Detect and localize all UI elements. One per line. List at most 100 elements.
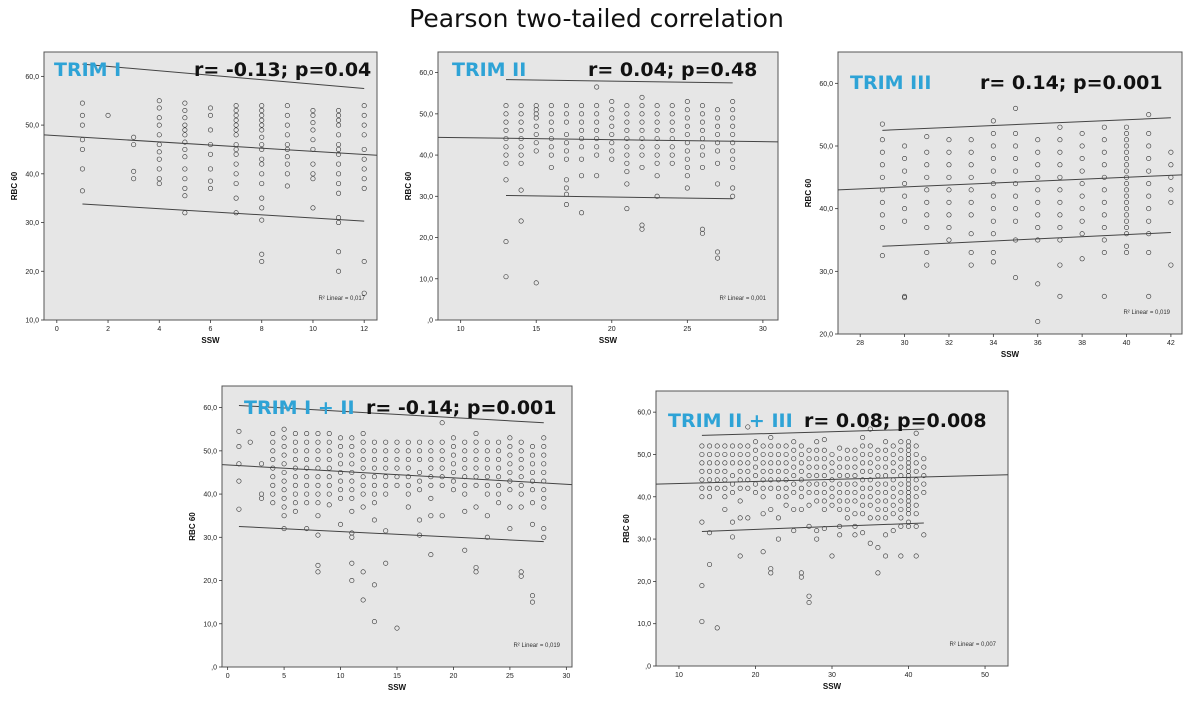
x-tick-label: 50 <box>981 672 989 679</box>
data-point <box>798 451 804 457</box>
data-point <box>946 162 952 168</box>
data-point <box>417 456 423 462</box>
data-point <box>1124 137 1130 143</box>
data-point <box>270 474 276 480</box>
y-tick-label: 10,0 <box>419 276 433 283</box>
data-point <box>639 136 645 142</box>
data-point <box>518 218 524 224</box>
data-point <box>844 447 850 453</box>
data-point <box>1124 199 1130 205</box>
data-point <box>837 481 843 487</box>
data-point <box>284 112 290 118</box>
data-point <box>890 511 896 517</box>
data-point <box>361 146 367 152</box>
data-point <box>310 171 316 177</box>
data-point <box>394 625 400 631</box>
data-point <box>730 156 736 162</box>
y-tick-label: 30,0 <box>203 535 217 542</box>
data-point <box>284 122 290 128</box>
data-point <box>1124 193 1130 199</box>
data-point <box>730 131 736 137</box>
data-point <box>405 474 411 480</box>
data-point <box>156 156 162 162</box>
data-point <box>518 187 524 193</box>
data-point <box>579 103 585 109</box>
y-tick-label: 20,0 <box>819 332 833 339</box>
chart-panel-trim-i: 10,0 20,0 30,0 40,0 50,0 60,0 0 2 4 6 8 10 12 SSW RBC … <box>6 50 381 350</box>
data-point <box>259 142 265 148</box>
data-point <box>304 482 310 488</box>
data-point <box>533 115 539 121</box>
data-point <box>439 456 445 462</box>
data-point <box>921 481 927 487</box>
data-point <box>579 127 585 133</box>
data-point <box>259 117 265 123</box>
data-point <box>304 456 310 462</box>
data-point <box>259 181 265 187</box>
data-point <box>714 468 720 474</box>
data-point <box>867 494 873 500</box>
data-point <box>236 478 242 484</box>
data-point <box>361 185 367 191</box>
data-point <box>1101 149 1107 155</box>
data-point <box>699 477 705 483</box>
data-point <box>541 495 547 501</box>
data-point <box>1079 156 1085 162</box>
data-point <box>450 435 456 441</box>
data-point <box>462 465 468 471</box>
plot-area <box>437 51 779 321</box>
data-point <box>304 465 310 471</box>
data-point <box>1035 174 1041 180</box>
lower-interval-line <box>238 526 544 543</box>
correlation-stat: r= 0.08; p=0.008 <box>804 410 987 432</box>
data-point <box>669 119 675 125</box>
data-point <box>394 482 400 488</box>
data-point <box>875 481 881 487</box>
data-point <box>473 456 479 462</box>
data-point <box>361 122 367 128</box>
r2-linear-label: R² Linear = 0,001 <box>719 296 766 302</box>
data-point <box>529 599 535 605</box>
data-point <box>760 494 766 500</box>
y-tick-label: 40,0 <box>25 171 39 178</box>
data-point <box>496 456 502 462</box>
data-point <box>439 420 445 426</box>
x-tick-label: 25 <box>506 673 514 680</box>
data-point <box>990 250 996 256</box>
data-point <box>906 523 912 529</box>
data-point <box>428 448 434 454</box>
data-point <box>1057 137 1063 143</box>
data-point <box>1124 231 1130 237</box>
data-point <box>548 144 554 150</box>
data-point <box>450 478 456 484</box>
data-point <box>310 107 316 113</box>
data-point <box>860 435 866 441</box>
data-point <box>315 439 321 445</box>
data-point <box>507 526 513 532</box>
plot-area <box>837 51 1183 335</box>
data-layer <box>656 424 1008 631</box>
data-point <box>484 491 490 497</box>
data-point <box>814 536 820 542</box>
data-point <box>783 451 789 457</box>
x-tick-label: 28 <box>856 340 864 347</box>
data-point <box>156 98 162 104</box>
data-point <box>913 468 919 474</box>
data-point <box>484 513 490 519</box>
data-point <box>529 452 535 458</box>
data-point <box>208 178 214 184</box>
data-point <box>507 435 513 441</box>
data-point <box>284 171 290 177</box>
data-point <box>814 447 820 453</box>
data-point <box>315 569 321 575</box>
data-point <box>898 439 904 445</box>
data-point <box>450 487 456 493</box>
r2-linear-label: R² Linear = 0,007 <box>949 642 996 648</box>
data-point <box>548 111 554 117</box>
data-point <box>563 140 569 146</box>
data-point <box>281 426 287 432</box>
data-point <box>473 465 479 471</box>
data-point <box>1168 262 1174 268</box>
data-point <box>684 185 690 191</box>
data-point <box>1101 224 1107 230</box>
